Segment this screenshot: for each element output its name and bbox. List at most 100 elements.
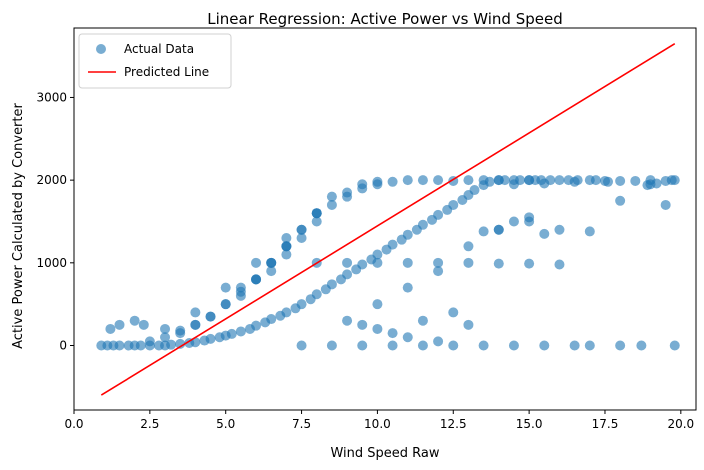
data-point xyxy=(493,258,504,269)
data-point xyxy=(508,179,519,190)
data-point xyxy=(372,323,383,334)
data-point xyxy=(539,178,550,189)
data-point xyxy=(402,332,413,343)
data-point xyxy=(463,257,474,268)
x-tick-label: 2.5 xyxy=(140,417,159,431)
data-point xyxy=(220,299,231,310)
y-tick-label: 2000 xyxy=(36,173,67,187)
data-point xyxy=(235,326,246,337)
data-point xyxy=(372,257,383,268)
data-point xyxy=(342,191,353,202)
data-point xyxy=(114,319,125,330)
x-tick-label: 10.0 xyxy=(364,417,391,431)
data-point xyxy=(433,336,444,347)
data-point xyxy=(281,233,292,244)
data-point xyxy=(296,233,307,244)
x-axis-ticks: 0.0 2.5 5.0 7.5 10.0 12.5 15.0 17.5 20.0 xyxy=(64,410,694,431)
regression-line xyxy=(100,43,676,396)
data-point xyxy=(190,307,201,318)
legend-marker-actual-data xyxy=(96,44,106,54)
data-point xyxy=(636,340,647,351)
data-point xyxy=(160,332,171,343)
data-point xyxy=(357,319,368,330)
data-point xyxy=(251,320,262,331)
x-tick-label: 15.0 xyxy=(516,417,543,431)
data-point xyxy=(281,241,292,252)
data-point xyxy=(402,257,413,268)
data-point xyxy=(205,311,216,322)
data-point xyxy=(448,340,459,351)
legend-box xyxy=(78,33,232,89)
data-point xyxy=(433,257,444,268)
y-axis-label: Active Power Calculated by Converter xyxy=(11,102,26,348)
data-point xyxy=(372,176,383,187)
data-point xyxy=(266,314,277,325)
y-tick-label: 1000 xyxy=(36,256,67,270)
data-point xyxy=(296,224,307,235)
data-point xyxy=(660,199,671,210)
data-point xyxy=(615,340,626,351)
data-point xyxy=(569,340,580,351)
x-tick-label: 5.0 xyxy=(216,417,235,431)
scatter-points xyxy=(96,175,680,351)
data-point xyxy=(326,340,337,351)
data-point xyxy=(357,183,368,194)
data-point xyxy=(417,175,428,186)
data-point xyxy=(281,249,292,260)
data-point xyxy=(311,208,322,219)
x-tick-label: 17.5 xyxy=(592,417,619,431)
data-point xyxy=(190,319,201,330)
data-point xyxy=(448,307,459,318)
data-point xyxy=(266,266,277,277)
data-point xyxy=(326,191,337,202)
data-point xyxy=(645,175,656,186)
data-point xyxy=(469,185,480,196)
data-point xyxy=(342,315,353,326)
data-point xyxy=(387,340,398,351)
data-point xyxy=(493,224,504,235)
data-point xyxy=(402,175,413,186)
data-point xyxy=(539,340,550,351)
x-tick-label: 0.0 xyxy=(64,417,83,431)
data-point xyxy=(372,299,383,310)
data-point xyxy=(114,340,125,351)
data-point xyxy=(615,175,626,186)
data-point xyxy=(105,323,116,334)
data-point xyxy=(478,226,489,237)
predicted-line xyxy=(100,43,676,396)
data-point xyxy=(463,319,474,330)
data-point xyxy=(539,228,550,239)
data-point xyxy=(326,199,337,210)
data-point xyxy=(524,175,535,186)
data-point xyxy=(524,258,535,269)
data-point xyxy=(387,239,398,250)
chart-title: Linear Regression: Active Power vs Wind … xyxy=(207,10,563,28)
data-point xyxy=(311,216,322,227)
data-point xyxy=(220,282,231,293)
x-tick-label: 12.5 xyxy=(440,417,467,431)
x-axis-label: Wind Speed Raw xyxy=(330,446,439,461)
data-point xyxy=(342,257,353,268)
data-point xyxy=(175,325,186,336)
data-point xyxy=(326,279,337,290)
data-point xyxy=(669,175,680,186)
data-point xyxy=(478,175,489,186)
data-point xyxy=(478,340,489,351)
data-point xyxy=(175,338,186,349)
data-point xyxy=(342,269,353,280)
data-point xyxy=(357,259,368,270)
legend-label-actual-data: Actual Data xyxy=(124,42,194,56)
data-point xyxy=(554,224,565,235)
data-point xyxy=(129,315,140,326)
data-point xyxy=(387,176,398,187)
data-point xyxy=(508,340,519,351)
data-point xyxy=(372,249,383,260)
data-point xyxy=(251,257,262,268)
data-point xyxy=(630,175,641,186)
data-point xyxy=(296,299,307,310)
data-point xyxy=(599,175,610,186)
data-point xyxy=(590,175,601,186)
data-point xyxy=(584,226,595,237)
data-point xyxy=(205,333,216,344)
